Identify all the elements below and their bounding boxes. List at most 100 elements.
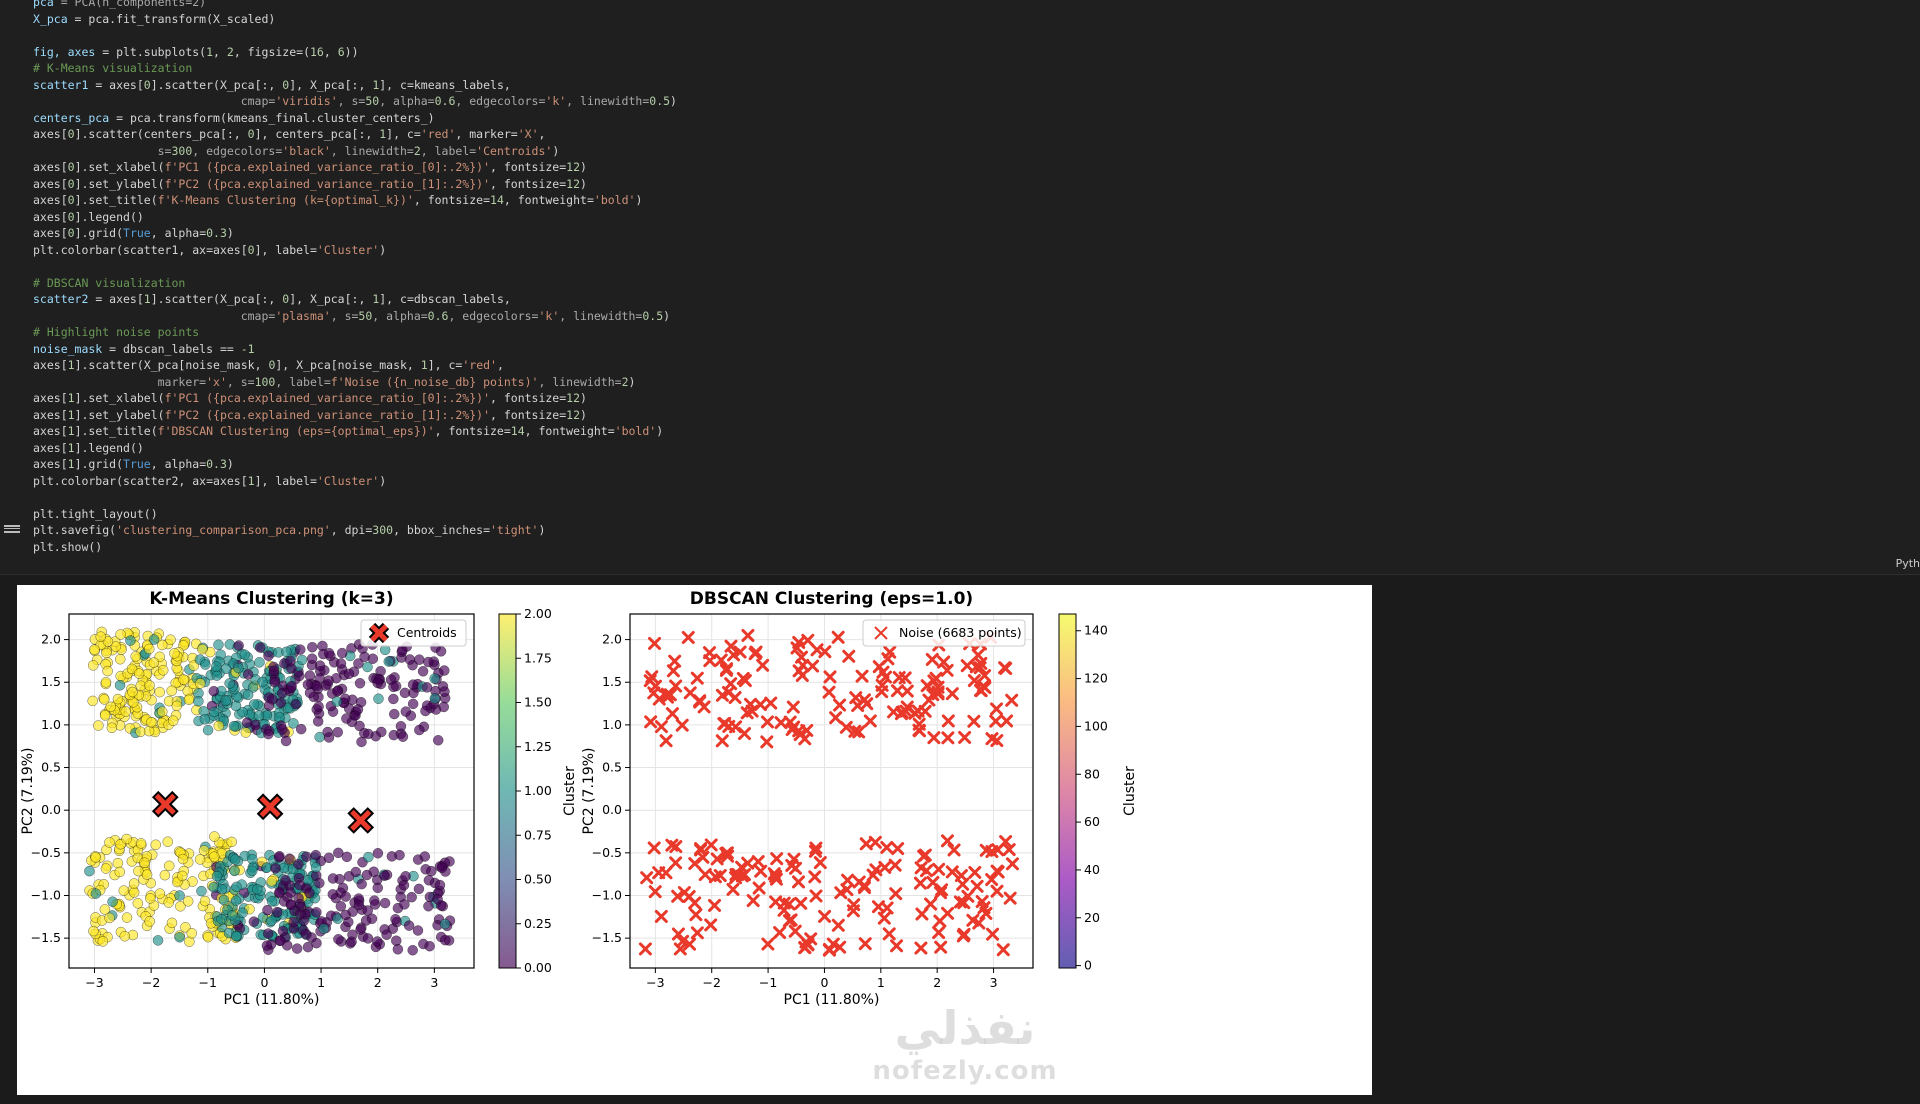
data-point [284, 853, 295, 865]
code-line[interactable]: plt.colorbar(scatter1, ax=axes[0], label… [33, 242, 677, 259]
noise-point [924, 897, 938, 911]
y-tick-label: −1.0 [31, 887, 61, 902]
code-line[interactable]: axes[1].set_xlabel(f'PC1 ({pca.explained… [33, 390, 677, 407]
code-line[interactable]: cmap='viridis', s=50, alpha=0.6, edgecol… [33, 93, 677, 110]
code-line[interactable]: s=300, edgecolors='black', linewidth=2, … [33, 143, 677, 160]
noise-point [704, 838, 718, 852]
data-point [198, 845, 210, 856]
code-line[interactable]: axes[0].scatter(centers_pca[:, 0], cente… [33, 126, 677, 143]
code-line[interactable]: # DBSCAN visualization [33, 275, 677, 292]
code-line[interactable]: marker='x', s=100, label=f'Noise ({n_noi… [33, 374, 677, 391]
code-token: plt.colorbar(scatter2, ax=axes[ [33, 473, 248, 488]
data-point [318, 923, 330, 934]
code-cell[interactable]: pca = PCA(n_components=2) X_pca = pca.fit… [0, 0, 1920, 575]
code-token: # K-Means visualization [33, 61, 193, 75]
code-token: 0 [268, 358, 276, 372]
noise-point [880, 840, 894, 854]
data-point [211, 870, 223, 882]
x-tick-label: 3 [990, 975, 998, 990]
language-label[interactable]: Pyth [1895, 557, 1920, 570]
noise-point [957, 896, 971, 910]
code-line[interactable] [33, 258, 677, 275]
code-token: 12 [566, 176, 581, 191]
code-line[interactable]: plt.tight_layout() [33, 506, 677, 523]
data-point [90, 888, 102, 899]
data-point [362, 905, 373, 916]
data-point [145, 893, 156, 904]
data-point [356, 878, 367, 890]
code-line[interactable]: axes[1].scatter(X_pca[noise_mask, 0], X_… [33, 357, 677, 374]
code-line[interactable]: axes[1].grid(True, alpha=0.3) [33, 456, 677, 473]
data-point [440, 934, 451, 946]
code-line[interactable]: plt.colorbar(scatter2, ax=axes[1], label… [33, 473, 677, 490]
code-token: 'bold' [593, 193, 636, 207]
noise-point [675, 718, 689, 732]
code-line[interactable] [33, 27, 677, 44]
code-token: plt.tight_layout() [33, 506, 158, 521]
code-line[interactable]: # Highlight noise points [33, 324, 677, 341]
data-point [372, 936, 383, 947]
code-line[interactable]: scatter1 = axes[0].scatter(X_pca[:, 0], … [33, 77, 677, 94]
code-line[interactable]: axes[1].set_title(f'DBSCAN Clustering (e… [33, 423, 677, 440]
code-line[interactable] [33, 489, 677, 506]
noise-point [710, 852, 724, 866]
noise-point [786, 700, 800, 714]
code-line[interactable]: axes[1].legend() [33, 440, 677, 457]
code-token: , edgecolors= [455, 94, 546, 108]
noise-point [760, 715, 774, 729]
code-line[interactable]: axes[0].set_ylabel(f'PC2 ({pca.explained… [33, 176, 677, 193]
noise-point [690, 926, 704, 940]
code-token: noise_mask [33, 341, 103, 356]
data-point [199, 895, 211, 907]
code-token: 14 [490, 193, 504, 207]
colorbar-tick-label: 80 [1084, 766, 1100, 781]
data-point [327, 889, 339, 900]
noise-point [927, 731, 941, 745]
noise-point [648, 636, 662, 650]
data-point [333, 933, 344, 945]
code-token: f'PC2 ({pca.explained_variance_ratio_[1]… [164, 407, 490, 422]
code-line[interactable]: cmap='plasma', s=50, alpha=0.6, edgecolo… [33, 308, 677, 325]
code-token: axes[ [33, 176, 68, 191]
code-editor[interactable]: pca = PCA(n_components=2) X_pca = pca.fit… [33, 0, 677, 555]
data-point [340, 909, 351, 921]
code-line[interactable]: noise_mask = dbscan_labels == -1 [33, 341, 677, 358]
code-token: 100 [254, 374, 276, 389]
code-token: 0.6 [427, 308, 449, 323]
data-point [208, 706, 220, 718]
code-token: ].set_title( [74, 193, 158, 207]
data-point [413, 883, 425, 895]
code-token: ].scatter(X_pca[noise_mask, [74, 358, 269, 372]
noise-point [986, 927, 1000, 941]
data-point [99, 710, 111, 721]
data-point [361, 869, 373, 881]
noise-point [968, 865, 982, 879]
data-point [156, 639, 168, 651]
code-line[interactable]: pca = PCA(n_components=2) [33, 0, 677, 11]
code-line[interactable]: X_pca = pca.fit_transform(X_scaled) [33, 11, 677, 28]
y-axis-label: PC2 (7.19%) [581, 748, 597, 835]
code-line[interactable]: scatter2 = axes[1].scatter(X_pca[:, 0], … [33, 291, 677, 308]
data-point [269, 676, 280, 688]
data-point [102, 665, 113, 677]
code-line[interactable]: fig, axes = plt.subplots(1, 2, figsize=(… [33, 44, 677, 61]
code-line[interactable]: plt.savefig('clustering_comparison_pca.p… [33, 522, 677, 539]
data-point [125, 635, 136, 646]
code-line[interactable]: axes[0].set_xlabel(f'PC1 ({pca.explained… [33, 159, 677, 176]
noise-point [989, 714, 1003, 728]
data-point [148, 634, 160, 645]
code-line[interactable]: axes[0].legend() [33, 209, 677, 226]
chart-panel-1: −3 −2 −1 0 1 2 3 −1.5 −1.0 −0.5 0.0 0.5 1.0 1.5 2.0 DBS… [581, 589, 1138, 1008]
code-line[interactable]: axes[1].set_ylabel(f'PC2 ({pca.explained… [33, 407, 677, 424]
noise-point [1000, 714, 1014, 728]
data-point [310, 862, 322, 873]
noise-point [792, 664, 806, 678]
code-line[interactable]: axes[0].grid(True, alpha=0.3) [33, 225, 677, 242]
data-point [165, 634, 176, 645]
data-point [211, 670, 223, 681]
code-line[interactable]: centers_pca = pca.transform(kmeans_final… [33, 110, 677, 127]
code-line[interactable]: axes[0].set_title(f'K-Means Clustering (… [33, 192, 677, 209]
code-line[interactable]: # K-Means visualization [33, 60, 677, 77]
code-token: axes[ [33, 424, 68, 438]
code-line[interactable]: plt.show() [33, 539, 677, 556]
